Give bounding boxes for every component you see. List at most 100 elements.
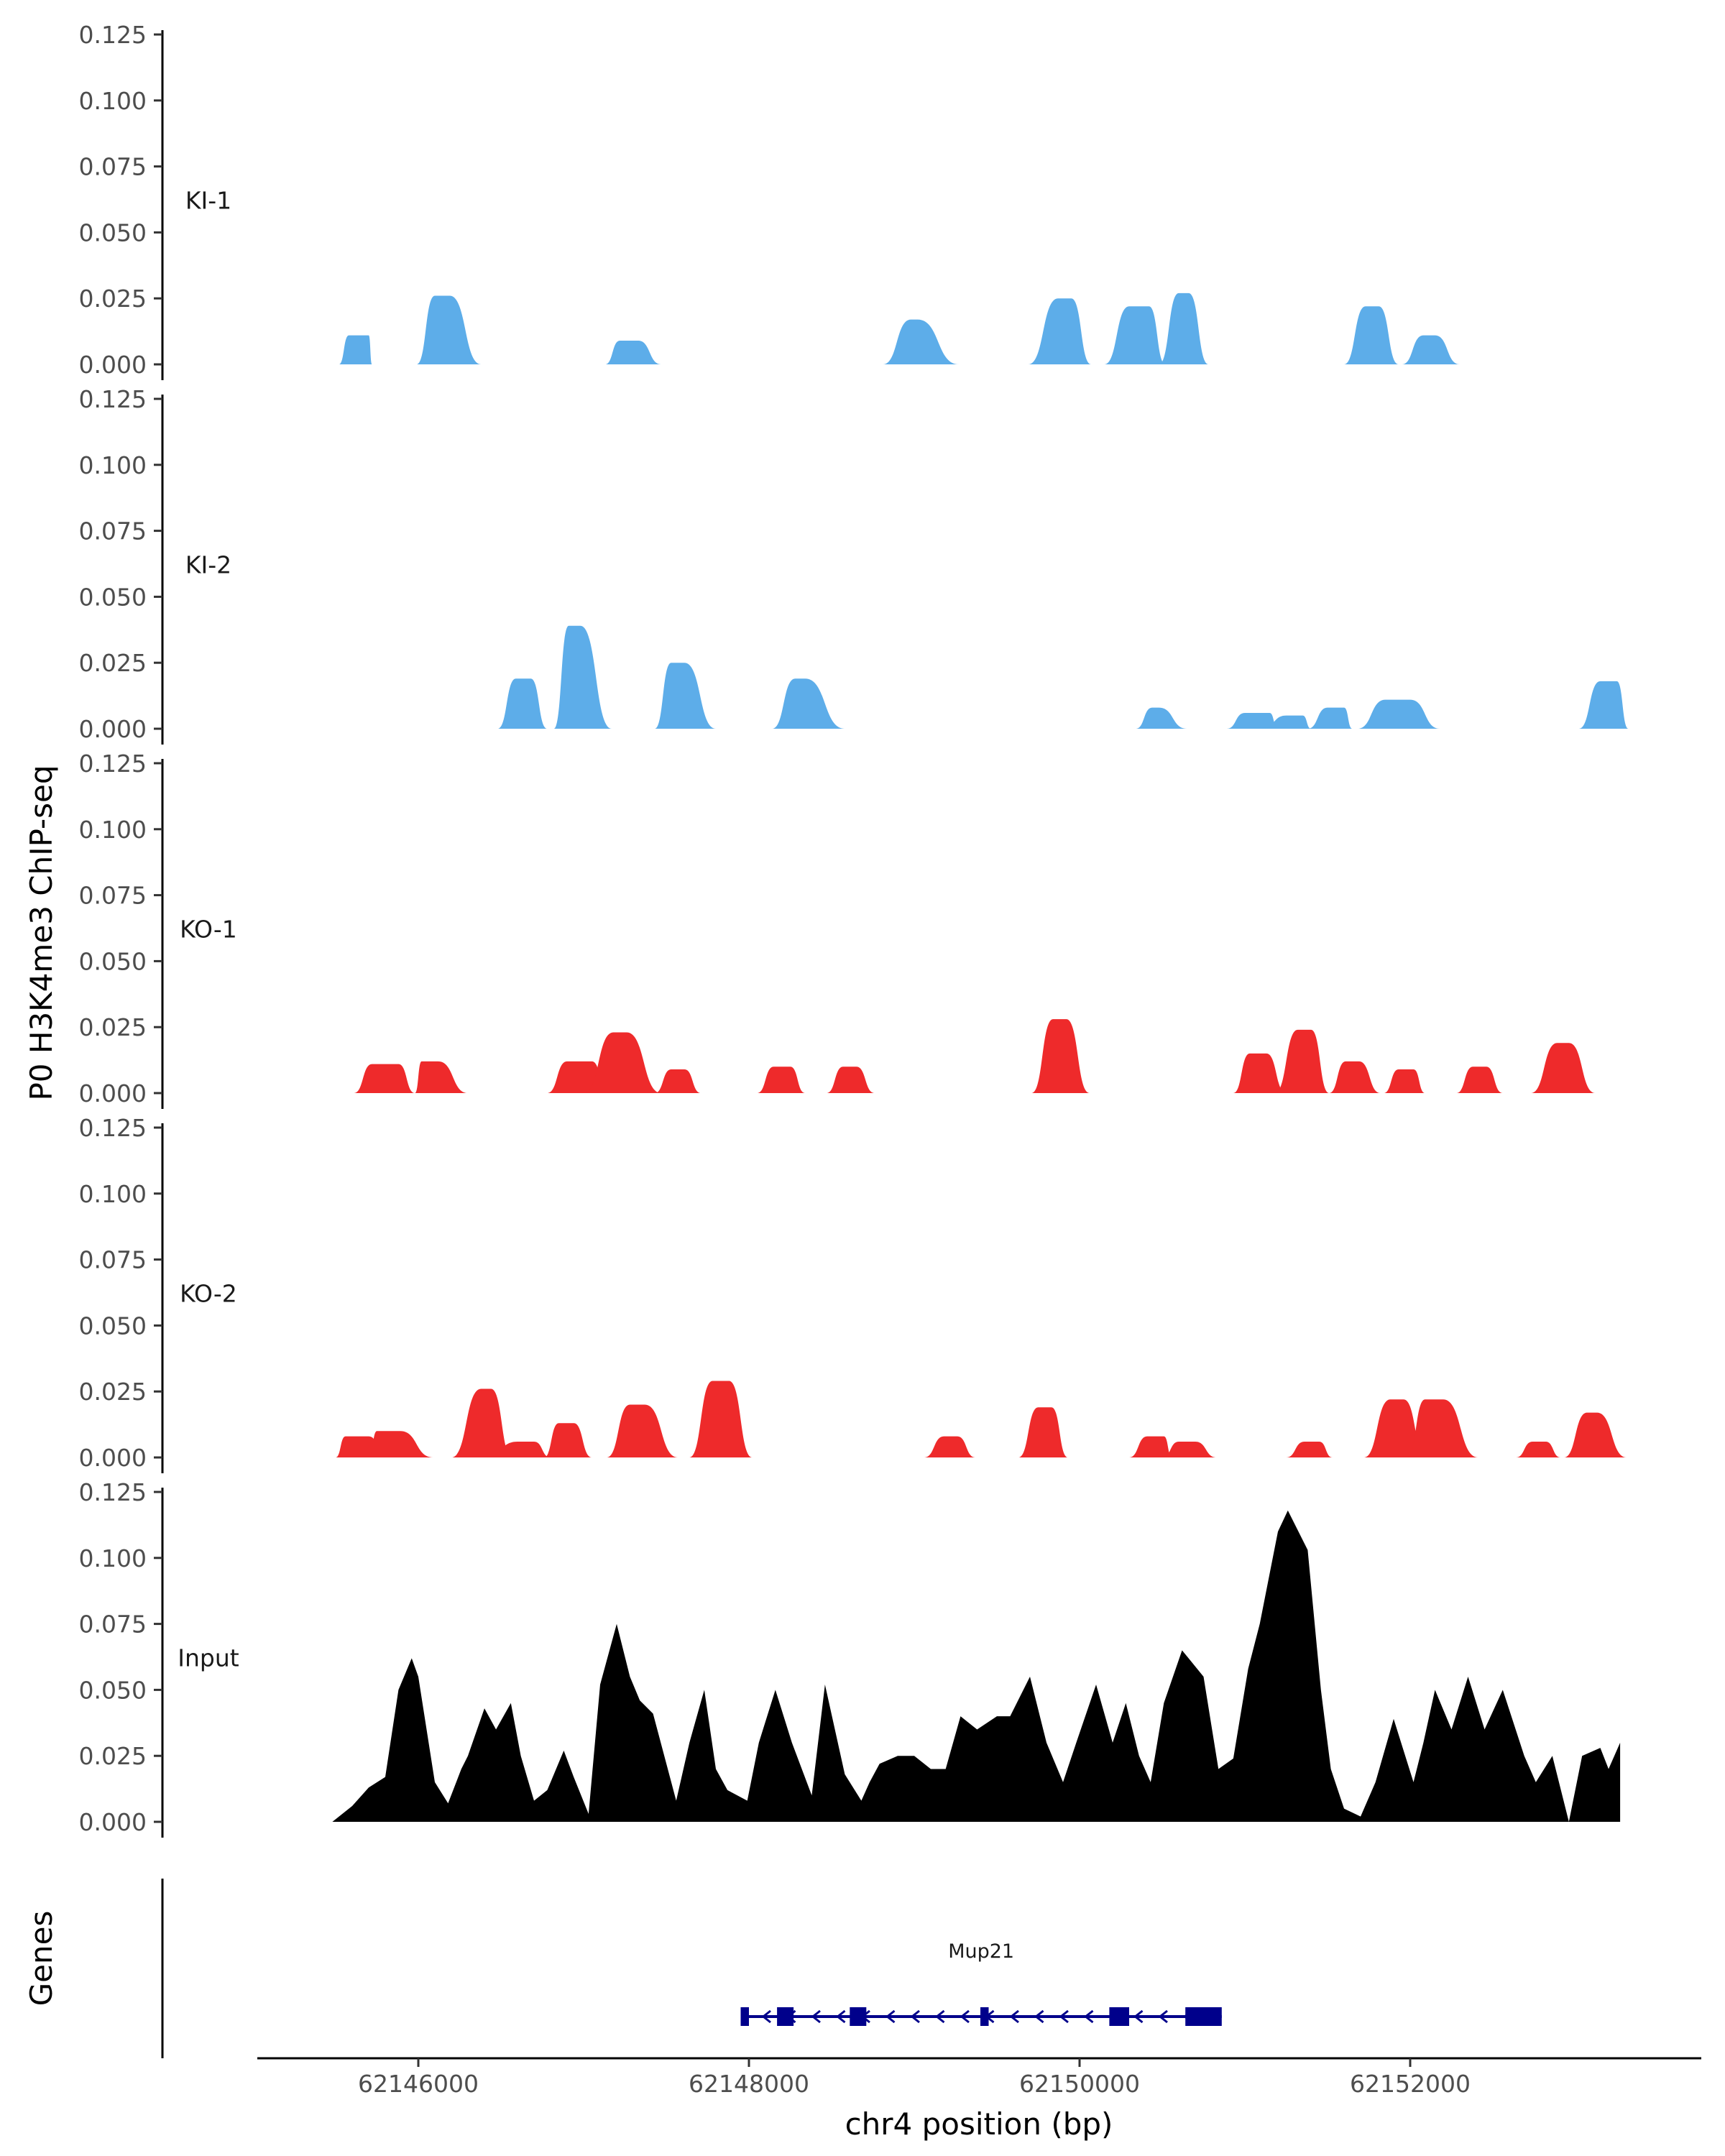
y-tick-label: 0.075: [79, 153, 147, 181]
peak: [1530, 1043, 1596, 1093]
peak: [451, 1388, 513, 1457]
strand-arrow: [960, 2009, 970, 2024]
peak: [654, 1069, 702, 1093]
strand-arrow: [761, 2009, 771, 2024]
strand-arrow: [935, 2009, 945, 2024]
peak: [484, 1441, 551, 1457]
track-label: KO-2: [180, 1279, 237, 1307]
peak: [1578, 681, 1629, 729]
y-tick-label: 0.075: [79, 882, 147, 910]
peak: [1261, 715, 1311, 729]
exon: [1185, 2007, 1222, 2026]
peak: [1104, 306, 1166, 364]
y-tick-label: 0.125: [79, 385, 147, 413]
y-tick-label: 0.050: [79, 1312, 147, 1340]
peak: [1407, 1399, 1478, 1457]
track-label: Input: [178, 1644, 239, 1672]
peak: [415, 1061, 468, 1093]
peak: [1344, 306, 1399, 364]
x-tick-label: 62152000: [1350, 2070, 1471, 2098]
track-ki-1: 0.000 0.025 0.050 0.075 0.100 0.125 KI-1: [79, 21, 1460, 380]
y-tick-label: 0.000: [79, 1808, 147, 1836]
y-tick-label: 0.050: [79, 583, 147, 611]
track-ki-2: 0.000 0.025 0.050 0.075 0.100 0.125 KI-2: [79, 385, 1629, 745]
peak: [654, 663, 716, 729]
y-tick-label: 0.125: [79, 1114, 147, 1142]
peak: [1018, 1407, 1068, 1457]
peak: [1233, 1053, 1287, 1093]
track-label: KI-1: [185, 186, 231, 214]
peak: [497, 678, 548, 729]
genes-axis-title: Genes: [24, 1911, 59, 2007]
strand-arrow: [886, 2009, 896, 2024]
y-tick-label: 0.000: [79, 1079, 147, 1107]
peak: [827, 1067, 875, 1093]
y-tick-label: 0.025: [79, 1742, 147, 1770]
track-label: KO-1: [180, 915, 237, 943]
strand-arrow: [811, 2009, 821, 2024]
track-ko-1: 0.000 0.025 0.050 0.075 0.100 0.125 KO-1: [79, 750, 1596, 1109]
y-axis-title: P0 H3K4me3 ChIP-seq: [24, 765, 59, 1100]
y-tick-label: 0.050: [79, 218, 147, 247]
strand-arrow: [1133, 2009, 1144, 2024]
track-label: KI-2: [185, 550, 231, 579]
exon: [1109, 2007, 1129, 2026]
y-tick-label: 0.100: [79, 816, 147, 844]
y-tick-label: 0.025: [79, 1013, 147, 1041]
peak: [883, 319, 960, 364]
peak: [1402, 335, 1460, 364]
peak: [1031, 1019, 1090, 1093]
strand-arrow: [910, 2009, 920, 2024]
peak: [553, 625, 612, 729]
y-tick-label: 0.100: [79, 451, 147, 479]
y-tick-label: 0.025: [79, 649, 147, 677]
y-tick-label: 0.125: [79, 1478, 147, 1506]
peak: [1329, 1061, 1381, 1093]
peak: [1516, 1441, 1561, 1457]
track-ko-2: 0.000 0.025 0.050 0.075 0.100 0.125 KO-2: [79, 1114, 1627, 1473]
x-tick-label: 62146000: [358, 2070, 479, 2098]
strand-arrow: [1034, 2009, 1044, 2024]
peak: [1563, 1412, 1627, 1457]
peak: [689, 1381, 753, 1457]
coverage-area: [332, 1510, 1621, 1822]
peak: [757, 1067, 806, 1093]
peak: [1274, 1029, 1330, 1093]
peak: [607, 1404, 678, 1457]
exon: [740, 2007, 749, 2026]
y-tick-label: 0.000: [79, 351, 147, 379]
y-tick-label: 0.075: [79, 1246, 147, 1274]
y-tick-label: 0.125: [79, 750, 147, 778]
peak: [1357, 699, 1440, 729]
y-tick-label: 0.000: [79, 1444, 147, 1472]
y-tick-label: 0.100: [79, 1544, 147, 1572]
peak: [1159, 292, 1209, 364]
strand-arrow: [1084, 2009, 1094, 2024]
peak: [1384, 1069, 1425, 1093]
peak: [416, 295, 482, 364]
peak: [1136, 707, 1187, 729]
peak: [1363, 1399, 1427, 1457]
track-input: 0.000 0.025 0.050 0.075 0.100 0.125 Input: [79, 1478, 1621, 1838]
strand-arrow: [1059, 2009, 1069, 2024]
peak: [1028, 298, 1092, 364]
exon: [777, 2007, 794, 2026]
peak: [369, 1431, 433, 1457]
y-tick-label: 0.025: [79, 285, 147, 313]
strand-arrow: [836, 2009, 846, 2024]
y-tick-label: 0.050: [79, 947, 147, 975]
x-tick-label: 62148000: [689, 2070, 809, 2098]
x-axis-title: chr4 position (bp): [845, 2106, 1113, 2142]
exon: [980, 2007, 989, 2026]
peak: [924, 1436, 976, 1457]
y-tick-label: 0.075: [79, 517, 147, 545]
exon: [850, 2007, 867, 2026]
y-tick-label: 0.125: [79, 21, 147, 49]
strand-arrow: [1158, 2009, 1168, 2024]
peak: [1226, 712, 1278, 729]
y-tick-label: 0.075: [79, 1611, 147, 1639]
y-tick-label: 0.000: [79, 715, 147, 743]
y-tick-label: 0.050: [79, 1676, 147, 1704]
y-tick-label: 0.025: [79, 1378, 147, 1406]
